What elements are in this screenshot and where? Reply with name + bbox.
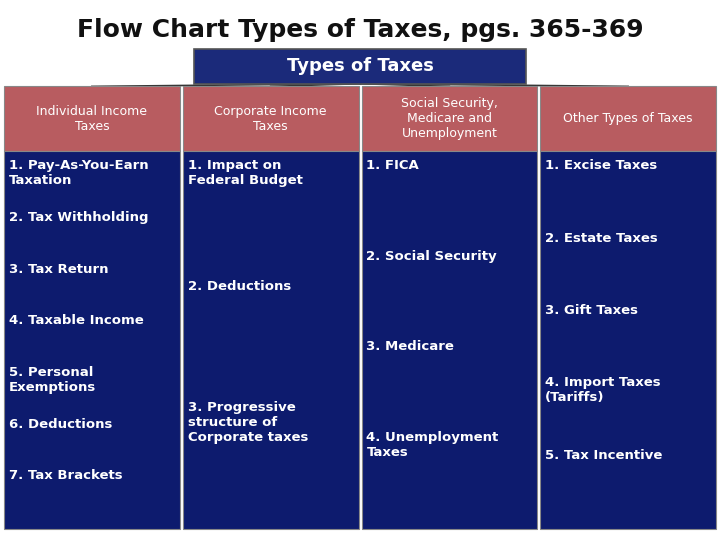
Bar	[540, 151, 716, 529]
Text: 1. Excise Taxes: 1. Excise Taxes	[545, 159, 657, 172]
Bar	[361, 151, 537, 529]
Text: 6. Deductions: 6. Deductions	[9, 418, 112, 431]
Text: Flow Chart Types of Taxes, pgs. 365-369: Flow Chart Types of Taxes, pgs. 365-369	[77, 18, 643, 42]
Bar	[4, 151, 180, 529]
Bar	[4, 86, 180, 151]
Text: Corporate Income
Taxes: Corporate Income Taxes	[215, 105, 327, 133]
Text: 4. Taxable Income: 4. Taxable Income	[9, 314, 144, 327]
Text: 1. FICA: 1. FICA	[366, 159, 419, 172]
Bar	[183, 151, 359, 529]
Text: Individual Income
Taxes: Individual Income Taxes	[37, 105, 148, 133]
Text: 2. Tax Withholding: 2. Tax Withholding	[9, 211, 148, 224]
Text: 1. Pay-As-You-Earn
Taxation: 1. Pay-As-You-Earn Taxation	[9, 159, 148, 187]
Bar	[361, 86, 537, 151]
Text: 7. Tax Brackets: 7. Tax Brackets	[9, 469, 122, 482]
Text: 2. Social Security: 2. Social Security	[366, 249, 497, 262]
Bar	[194, 49, 526, 84]
Text: 5. Tax Incentive: 5. Tax Incentive	[545, 449, 662, 462]
Text: 3. Medicare: 3. Medicare	[366, 340, 454, 353]
Text: Other Types of Taxes: Other Types of Taxes	[563, 112, 693, 125]
Text: 3. Gift Taxes: 3. Gift Taxes	[545, 304, 638, 317]
Bar	[183, 86, 359, 151]
Text: 3. Progressive
structure of
Corporate taxes: 3. Progressive structure of Corporate ta…	[188, 401, 308, 443]
Text: Social Security,
Medicare and
Unemployment: Social Security, Medicare and Unemployme…	[401, 97, 498, 140]
Text: 1. Impact on
Federal Budget: 1. Impact on Federal Budget	[188, 159, 302, 187]
Text: 2. Deductions: 2. Deductions	[188, 280, 291, 293]
Bar	[540, 86, 716, 151]
Text: 4. Import Taxes
(Tariffs): 4. Import Taxes (Tariffs)	[545, 376, 661, 404]
Text: 5. Personal
Exemptions: 5. Personal Exemptions	[9, 366, 96, 394]
Text: 2. Estate Taxes: 2. Estate Taxes	[545, 232, 658, 245]
Text: Types of Taxes: Types of Taxes	[287, 57, 433, 75]
Text: 3. Tax Return: 3. Tax Return	[9, 262, 109, 275]
Text: 4. Unemployment
Taxes: 4. Unemployment Taxes	[366, 431, 499, 458]
